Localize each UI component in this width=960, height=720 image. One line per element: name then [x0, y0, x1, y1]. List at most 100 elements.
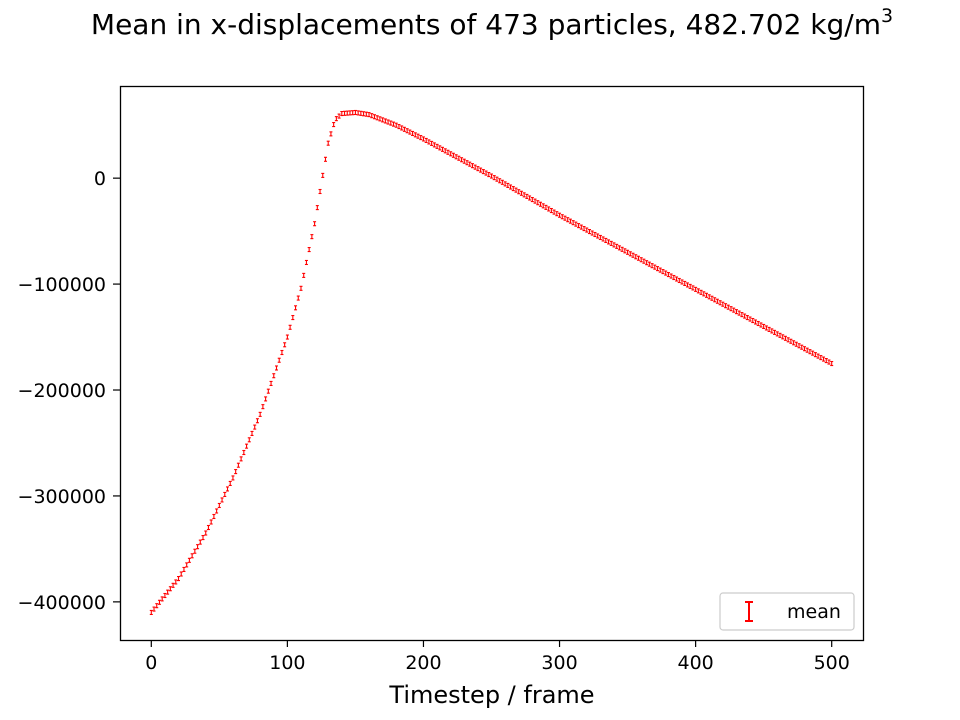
data-point — [272, 373, 276, 379]
data-point — [538, 201, 542, 207]
data-point — [645, 260, 649, 266]
data-point — [266, 388, 270, 394]
data-point — [571, 220, 575, 226]
data-point — [424, 137, 428, 143]
data-point — [819, 355, 823, 361]
data-point — [392, 121, 396, 127]
data-point — [481, 169, 485, 175]
data-point — [449, 151, 453, 157]
data-point — [250, 430, 254, 436]
data-point — [166, 589, 170, 595]
data-point — [773, 329, 777, 335]
data-point — [231, 475, 235, 481]
data-point — [209, 519, 213, 525]
data-point — [751, 317, 755, 324]
data-point — [601, 236, 605, 242]
data-point — [441, 146, 445, 152]
data-point — [544, 204, 548, 210]
data-point — [612, 242, 616, 248]
data-point — [816, 353, 820, 359]
y-axis: 0 −100000 −200000 −300000 −400000 — [18, 168, 120, 614]
data-point — [696, 288, 700, 294]
data-point — [626, 249, 630, 255]
data-point — [291, 315, 295, 321]
data-point — [468, 161, 472, 167]
data-point — [598, 234, 602, 241]
data-point — [609, 240, 613, 246]
data-point — [786, 337, 790, 343]
data-point — [427, 139, 431, 145]
data-point — [315, 205, 319, 211]
data-point — [397, 124, 401, 130]
data-point — [329, 131, 333, 137]
data-point — [356, 110, 360, 116]
data-point — [484, 170, 488, 176]
data-point — [579, 224, 583, 230]
data-point — [558, 212, 562, 218]
data-point — [492, 175, 496, 181]
data-point — [563, 215, 567, 221]
data-point — [476, 166, 480, 172]
data-point — [764, 325, 768, 331]
data-point — [775, 331, 779, 337]
data-point — [473, 164, 477, 170]
data-point — [724, 303, 728, 309]
data-point — [555, 211, 559, 217]
data-point — [568, 218, 572, 224]
data-point — [321, 172, 325, 178]
data-point — [304, 259, 308, 266]
data-point — [694, 286, 698, 292]
data-point — [702, 291, 706, 297]
data-point — [413, 132, 417, 138]
data-point — [470, 163, 474, 169]
data-point — [187, 557, 191, 563]
data-point — [792, 340, 796, 346]
data-point — [479, 167, 483, 173]
data-point — [745, 315, 749, 321]
data-point — [528, 195, 532, 201]
data-point — [552, 209, 556, 215]
data-point — [185, 562, 189, 568]
x-tick-label: 400 — [677, 652, 713, 674]
data-point — [762, 323, 766, 330]
data-point — [258, 411, 262, 417]
data-point — [691, 285, 695, 291]
data-point — [707, 294, 711, 300]
data-point — [177, 576, 181, 582]
data-point — [490, 173, 493, 179]
data-point — [503, 181, 507, 187]
data-point — [767, 326, 771, 332]
data-point — [239, 456, 243, 462]
data-point — [362, 111, 366, 117]
y-tick-label: −400000 — [18, 592, 106, 614]
data-point — [593, 231, 597, 238]
data-point — [435, 143, 439, 149]
legend-marker — [745, 601, 753, 622]
data-point — [517, 189, 521, 195]
x-tick-label: 500 — [814, 652, 850, 674]
data-point — [824, 358, 828, 364]
data-point — [628, 251, 632, 257]
data-point — [639, 257, 643, 263]
data-point — [220, 497, 224, 503]
data-point — [778, 332, 782, 338]
data-point — [705, 292, 709, 298]
data-point — [677, 277, 681, 284]
data-point — [710, 295, 714, 301]
data-point — [587, 228, 591, 235]
data-point — [525, 193, 529, 199]
data-point — [577, 223, 581, 229]
data-point — [383, 118, 387, 124]
data-point — [152, 606, 156, 612]
data-point — [808, 349, 812, 355]
data-point — [400, 125, 404, 131]
data-point — [797, 343, 801, 349]
data-point — [326, 140, 330, 146]
data-point — [351, 110, 355, 116]
data-point — [560, 214, 564, 220]
data-point — [683, 280, 687, 286]
data-point — [438, 145, 442, 151]
data-point — [285, 334, 289, 340]
data-point — [269, 380, 273, 386]
data-point — [509, 184, 513, 190]
